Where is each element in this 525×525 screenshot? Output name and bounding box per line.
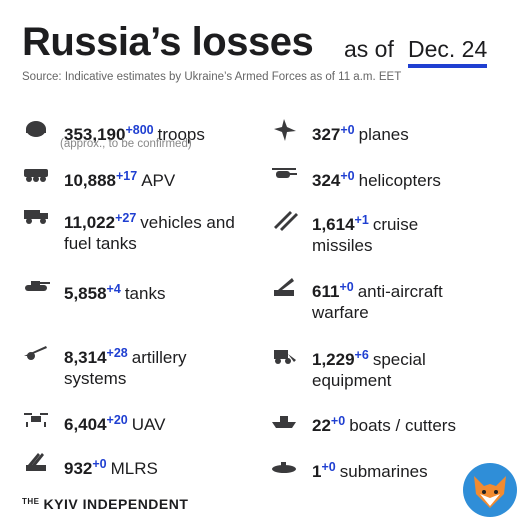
brand: THE KYIV INDEPENDENT — [22, 496, 188, 512]
stat-label: anti-aircraft — [357, 282, 443, 301]
stat-label-cont: systems — [64, 369, 127, 388]
stat-label: troops — [157, 125, 205, 144]
stat-change: +20 — [106, 413, 128, 427]
stat-line: 8,314+28 artillery — [64, 340, 187, 371]
stat-line: 932+0 MLRS — [64, 451, 158, 482]
stat-label: tanks — [124, 284, 166, 303]
icon — [274, 278, 294, 296]
stat-label-cont: equipment — [312, 371, 392, 390]
stat-label: APV — [141, 171, 176, 190]
icon — [274, 350, 296, 364]
stat-label: MLRS — [110, 459, 158, 478]
stat-line: 6,404+20 UAV — [64, 407, 165, 438]
stat-change: +0 — [339, 280, 354, 294]
icon — [272, 462, 296, 473]
source: Source: Indicative estimates by Ukraine’… — [22, 71, 402, 83]
icon — [24, 346, 47, 360]
stat-change: +0 — [340, 123, 355, 137]
title: Russia’s losses — [22, 20, 314, 64]
stat-change: +1 — [354, 213, 369, 227]
stat-line: 5,858+4 tanks — [64, 276, 165, 307]
stat-label: planes — [358, 125, 409, 144]
fox-logo — [463, 463, 517, 517]
icon — [24, 413, 48, 427]
stat-value: 1,614 — [312, 215, 355, 234]
icon — [272, 416, 296, 428]
stat-label-cont: fuel tanks — [64, 234, 137, 253]
stat-change: +800 — [125, 123, 154, 137]
stat-value: 5,858 — [64, 284, 107, 303]
date: Dec. 24 — [408, 36, 488, 68]
stat-line: 1,229+6 special — [312, 342, 426, 373]
stat-label-cont: warfare — [312, 303, 369, 322]
stat-value: 327 — [312, 125, 341, 144]
stat-value: 611 — [312, 282, 340, 301]
as-of: as of — [344, 36, 394, 62]
stat-label: special — [372, 350, 426, 369]
stat-label: cruise — [372, 215, 419, 234]
icon — [26, 453, 46, 471]
stat-line: 353,190+800 troops — [64, 117, 205, 148]
stat-change: +27 — [115, 211, 137, 225]
stat-value: 1,229 — [312, 350, 355, 369]
stat-change: +0 — [330, 414, 346, 428]
stat-label: artillery — [131, 348, 187, 367]
stat-value: 1 — [312, 462, 322, 481]
stat-line: 11,022+27 vehicles and — [64, 205, 235, 236]
stat-value: 8,314 — [64, 348, 107, 367]
stat-label: helicopters — [358, 171, 441, 190]
stat-line: 10,888+17 APV — [64, 163, 175, 194]
stat-line: 22+0 boats / cutters — [312, 408, 456, 439]
stat-line: 611+0 anti-aircraft — [312, 274, 443, 305]
stat-line: 324+0 helicopters — [312, 163, 441, 194]
stat-label: UAV — [131, 415, 166, 434]
stat-value: 6,404 — [64, 415, 107, 434]
stat-label: boats / cutters — [349, 416, 456, 435]
stat-change: +6 — [354, 348, 369, 362]
stat-change: +4 — [106, 282, 121, 296]
stat-label: vehicles and — [140, 213, 235, 232]
icon — [26, 121, 46, 137]
stat-value: 932 — [64, 459, 93, 478]
icon — [24, 169, 48, 182]
stat-change: +0 — [340, 169, 355, 183]
stat-change: +17 — [116, 169, 138, 183]
icon — [25, 281, 50, 291]
icon — [274, 119, 296, 141]
stat-value: 10,888 — [64, 171, 116, 190]
stat-line: 1,614+1 cruise — [312, 207, 418, 238]
brand-prefix: THE — [22, 497, 40, 506]
stat-value: 353,190 — [64, 125, 126, 144]
brand-name: KYIV INDEPENDENT — [43, 496, 189, 512]
stat-label: submarines — [339, 462, 428, 481]
icon — [272, 168, 297, 178]
stat-value: 22 — [312, 416, 331, 435]
stat-change: +0 — [321, 460, 336, 474]
icon — [24, 210, 48, 224]
stat-value: 11,022 — [64, 213, 116, 232]
stat-line: 1+0 submarines — [312, 454, 428, 485]
stat-change: +0 — [92, 457, 107, 471]
stat-note: (approx., to be confirmed) — [60, 138, 192, 150]
stat-value: 324 — [312, 171, 341, 190]
stat-label-cont: missiles — [312, 236, 373, 255]
stat-change: +28 — [106, 346, 128, 360]
icon — [274, 211, 298, 231]
stat-line: 327+0 planes — [312, 117, 409, 148]
